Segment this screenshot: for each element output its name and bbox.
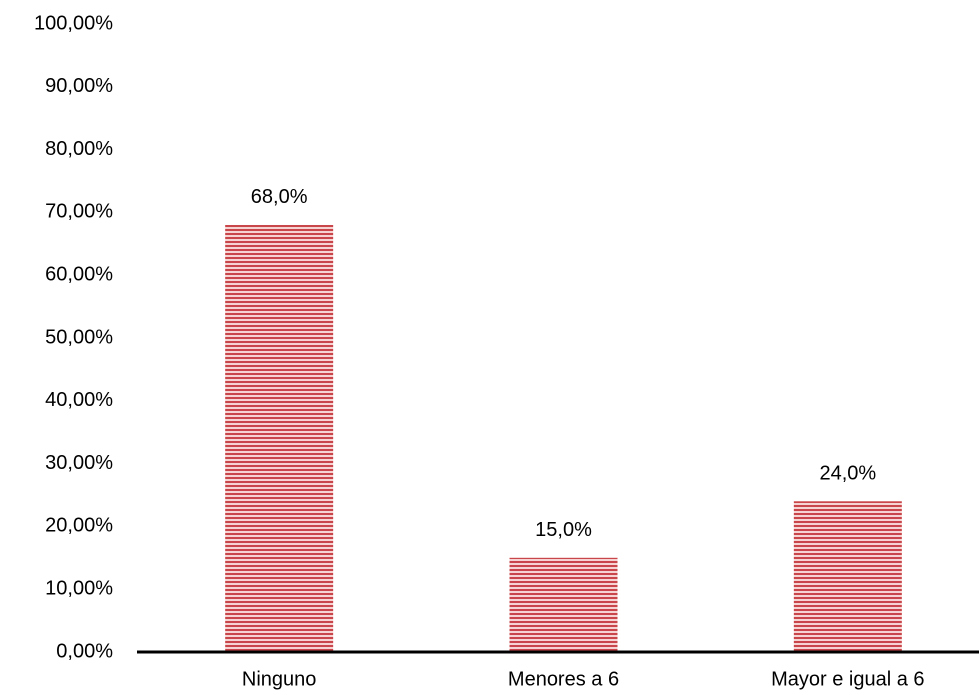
- y-tick-label: 30,00%: [45, 452, 113, 474]
- x-tick-label: Mayor e igual a 6: [771, 668, 924, 690]
- value-label: 68,0%: [251, 186, 308, 208]
- bar: [509, 557, 618, 652]
- y-tick-label: 10,00%: [45, 577, 113, 599]
- y-tick-label: 40,00%: [45, 389, 113, 411]
- x-tick-label: Ninguno: [242, 668, 317, 690]
- y-tick-label: 20,00%: [45, 515, 113, 537]
- y-tick-label: 50,00%: [45, 326, 113, 348]
- bar: [225, 224, 334, 652]
- x-tick-label: Menores a 6: [508, 668, 619, 690]
- value-label: 15,0%: [535, 519, 592, 541]
- y-tick-label: 0,00%: [56, 640, 113, 662]
- y-tick-label: 70,00%: [45, 201, 113, 223]
- y-tick-label: 100,00%: [34, 12, 113, 34]
- y-tick-label: 60,00%: [45, 263, 113, 285]
- y-tick-label: 80,00%: [45, 138, 113, 160]
- y-tick-label: 90,00%: [45, 75, 113, 97]
- bar: [793, 501, 902, 652]
- value-label: 24,0%: [819, 463, 876, 485]
